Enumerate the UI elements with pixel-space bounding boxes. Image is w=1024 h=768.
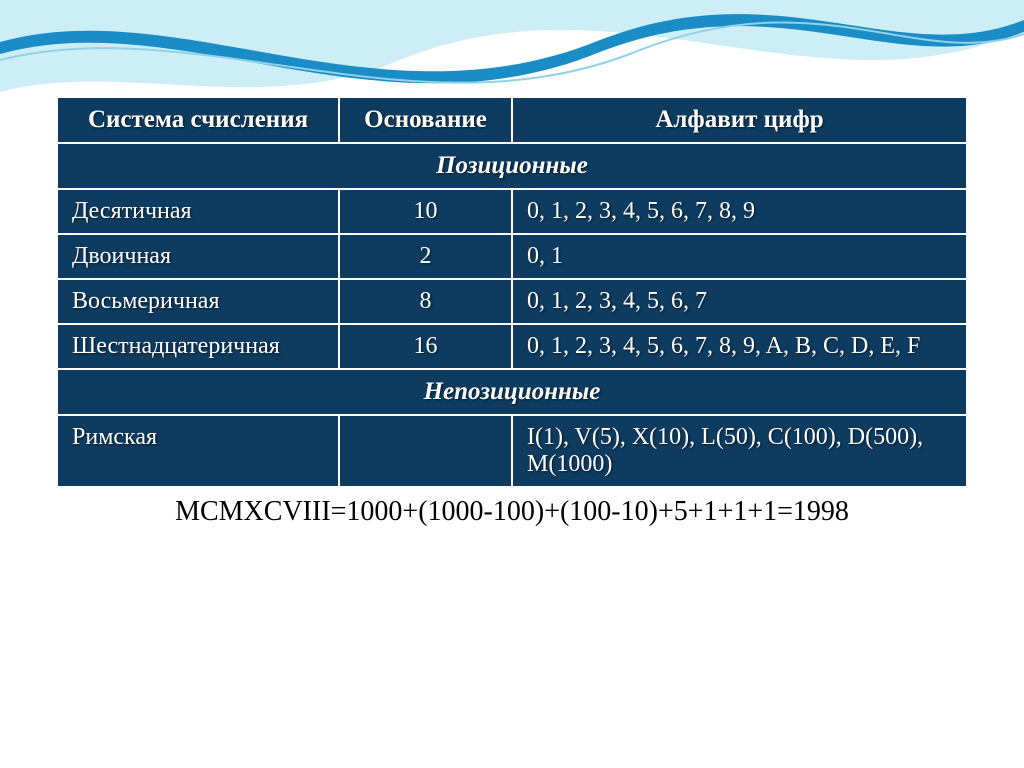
col-header-alphabet: Алфавит цифр bbox=[512, 97, 967, 143]
cell-alphabet: 0, 1, 2, 3, 4, 5, 6, 7, 8, 9, A, B, C, D… bbox=[512, 324, 967, 369]
section-positional-label: Позиционные bbox=[57, 143, 967, 189]
table-row: Десятичная 10 0, 1, 2, 3, 4, 5, 6, 7, 8,… bbox=[57, 189, 967, 234]
cell-base: 10 bbox=[339, 189, 512, 234]
slide-content: Система счисления Основание Алфавит цифр… bbox=[56, 96, 968, 528]
cell-base: 2 bbox=[339, 234, 512, 279]
table-header-row: Система счисления Основание Алфавит цифр bbox=[57, 97, 967, 143]
cell-name: Шестнадцатеричная bbox=[57, 324, 339, 369]
cell-name: Римская bbox=[57, 415, 339, 487]
cell-base: 8 bbox=[339, 279, 512, 324]
section-positional: Позиционные bbox=[57, 143, 967, 189]
cell-name: Восьмеричная bbox=[57, 279, 339, 324]
cell-name: Десятичная bbox=[57, 189, 339, 234]
cell-alphabet: 0, 1, 2, 3, 4, 5, 6, 7 bbox=[512, 279, 967, 324]
cell-base bbox=[339, 415, 512, 487]
cell-base: 16 bbox=[339, 324, 512, 369]
col-header-base: Основание bbox=[339, 97, 512, 143]
table-row: Восьмеричная 8 0, 1, 2, 3, 4, 5, 6, 7 bbox=[57, 279, 967, 324]
table-row: Двоичная 2 0, 1 bbox=[57, 234, 967, 279]
table-row: Римская I(1), V(5), X(10), L(50), C(100)… bbox=[57, 415, 967, 487]
cell-alphabet: I(1), V(5), X(10), L(50), C(100), D(500)… bbox=[512, 415, 967, 487]
section-nonpositional-label: Непозиционные bbox=[57, 369, 967, 415]
wave-dark bbox=[0, 14, 1024, 83]
wave-light bbox=[0, 0, 1024, 92]
cell-alphabet: 0, 1 bbox=[512, 234, 967, 279]
col-header-name: Система счисления bbox=[57, 97, 339, 143]
table-row: Шестнадцатеричная 16 0, 1, 2, 3, 4, 5, 6… bbox=[57, 324, 967, 369]
roman-formula: MCMXCVIII=1000+(1000-100)+(100-10)+5+1+1… bbox=[56, 496, 968, 528]
wave-stroke bbox=[0, 22, 1024, 82]
cell-name: Двоичная bbox=[57, 234, 339, 279]
section-nonpositional: Непозиционные bbox=[57, 369, 967, 415]
number-systems-table: Система счисления Основание Алфавит цифр… bbox=[56, 96, 968, 488]
cell-alphabet: 0, 1, 2, 3, 4, 5, 6, 7, 8, 9 bbox=[512, 189, 967, 234]
